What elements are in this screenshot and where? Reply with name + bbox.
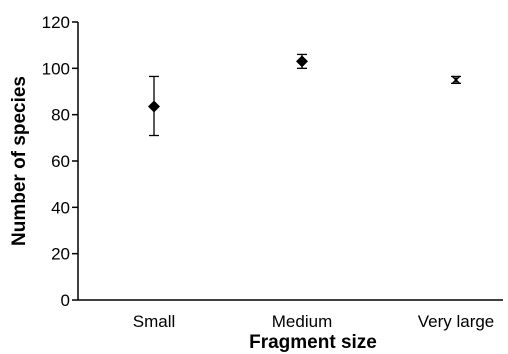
data-point-small bbox=[148, 100, 160, 113]
data-marks bbox=[148, 53, 461, 137]
axes bbox=[77, 22, 503, 301]
y-tick-label-120: 120 bbox=[42, 13, 70, 32]
axis-ticks: 0 20 40 60 80 100 120 Small Medium Very large bbox=[42, 13, 495, 331]
x-tick-label-medium: Medium bbox=[272, 312, 332, 331]
data-point-very-large bbox=[451, 75, 461, 84]
data-point-stroke bbox=[451, 75, 461, 84]
y-tick-label-80: 80 bbox=[51, 106, 70, 125]
x-tick-label-very-large: Very large bbox=[418, 312, 495, 331]
y-tick-label-0: 0 bbox=[61, 291, 70, 310]
y-tick-label-100: 100 bbox=[42, 59, 70, 78]
data-point-medium bbox=[296, 55, 308, 68]
y-tick-label-20: 20 bbox=[51, 245, 70, 264]
x-tick-label-small: Small bbox=[133, 312, 176, 331]
y-tick-label-40: 40 bbox=[51, 198, 70, 217]
x-axis-title: Fragment size bbox=[249, 332, 377, 353]
y-tick-label-60: 60 bbox=[51, 152, 70, 171]
y-axis-title: Number of species bbox=[9, 76, 30, 246]
